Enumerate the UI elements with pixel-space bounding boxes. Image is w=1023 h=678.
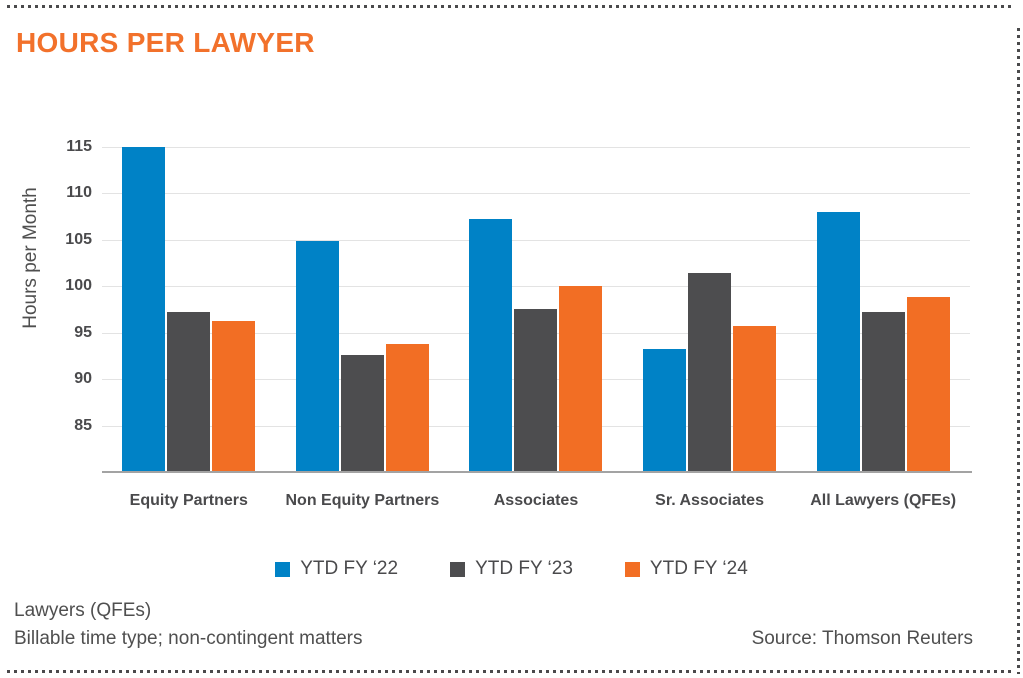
bar-ytd-fy-24-non-equity-partners [385, 343, 429, 472]
plot-area [102, 147, 970, 472]
bar-ytd-fy-24-all-lawyers-qfes [906, 297, 950, 472]
legend-item-ytd-fy-23: YTD FY ‘23 [450, 558, 573, 580]
legend-item-ytd-fy-22: YTD FY ‘22 [275, 558, 398, 580]
bar-ytd-fy-22-all-lawyers-qfes [816, 212, 860, 472]
legend-swatch-ytd-fy-22 [275, 561, 291, 577]
bar-ytd-fy-23-associates [514, 308, 558, 472]
legend-label-ytd-fy-22: YTD FY ‘22 [300, 558, 399, 579]
footer-subject: Lawyers (QFEs) [14, 600, 152, 621]
legend-swatch-ytd-fy-24 [624, 561, 640, 577]
legend-item-ytd-fy-24: YTD FY ‘24 [624, 558, 748, 580]
bar-group-non-equity-partners [276, 147, 450, 472]
y-axis-ticks: 85 90 95 100 105 110 115 [40, 138, 92, 472]
x-axis-line [102, 471, 972, 473]
bar-ytd-fy-24-equity-partners [212, 320, 256, 472]
bar-ytd-fy-22-equity-partners [122, 147, 166, 472]
legend-swatch-ytd-fy-23 [450, 561, 466, 577]
bar-ytd-fy-22-associates [469, 219, 513, 472]
y-tick-105: 105 [65, 230, 92, 248]
y-tick-85: 85 [74, 416, 92, 434]
y-axis-title: Hours per Month [20, 187, 41, 329]
bar-ytd-fy-22-sr-associates [643, 348, 687, 472]
bar-ytd-fy-24-sr-associates [733, 326, 777, 472]
dotted-border-bottom [7, 670, 1015, 673]
bar-ytd-fy-23-sr-associates [688, 273, 732, 472]
y-tick-95: 95 [74, 323, 92, 341]
chart-legend: YTD FY ‘22 YTD FY ‘23 YTD FY ‘24 [0, 558, 1023, 580]
gridline-105 [102, 239, 970, 241]
y-tick-115: 115 [66, 138, 92, 155]
bar-group-all-lawyers-qfes [796, 147, 970, 472]
y-tick-100: 100 [65, 277, 92, 295]
bar-group-associates [449, 147, 623, 472]
y-tick-110: 110 [66, 184, 92, 202]
bar-ytd-fy-23-equity-partners [167, 312, 211, 472]
x-label-all-lawyers-qfes: All Lawyers (QFEs) [810, 492, 957, 509]
bar-groups [102, 147, 970, 472]
bar-ytd-fy-22-non-equity-partners [295, 240, 339, 472]
footer-source: Source: Thomson Reuters [751, 628, 973, 649]
x-label-non-equity-partners: Non Equity Partners [285, 492, 440, 509]
gridline-115 [102, 147, 970, 148]
gridline-110 [102, 193, 970, 195]
bar-ytd-fy-24-associates [559, 286, 603, 472]
bar-group-equity-partners [102, 147, 276, 472]
bar-group-sr-associates [623, 147, 797, 472]
gridline-100 [102, 286, 970, 288]
x-label-equity-partners: Equity Partners [129, 492, 248, 509]
footer-description: Billable time type; non-contingent matte… [14, 628, 363, 649]
chart-title: HOURS PER LAWYER [16, 27, 315, 58]
y-tick-90: 90 [74, 370, 92, 388]
bar-ytd-fy-23-non-equity-partners [340, 355, 384, 472]
dotted-border-top [7, 5, 1015, 8]
legend-label-ytd-fy-24: YTD FY ‘24 [649, 558, 748, 579]
x-label-sr-associates: Sr. Associates [655, 492, 764, 509]
x-label-associates: Associates [493, 492, 579, 509]
x-axis-labels: Equity Partners Non Equity Partners Associ… [102, 492, 970, 510]
legend-label-ytd-fy-23: YTD FY ‘23 [475, 558, 573, 579]
dotted-border-right [1017, 28, 1020, 674]
bar-ytd-fy-23-all-lawyers-qfes [861, 312, 905, 472]
